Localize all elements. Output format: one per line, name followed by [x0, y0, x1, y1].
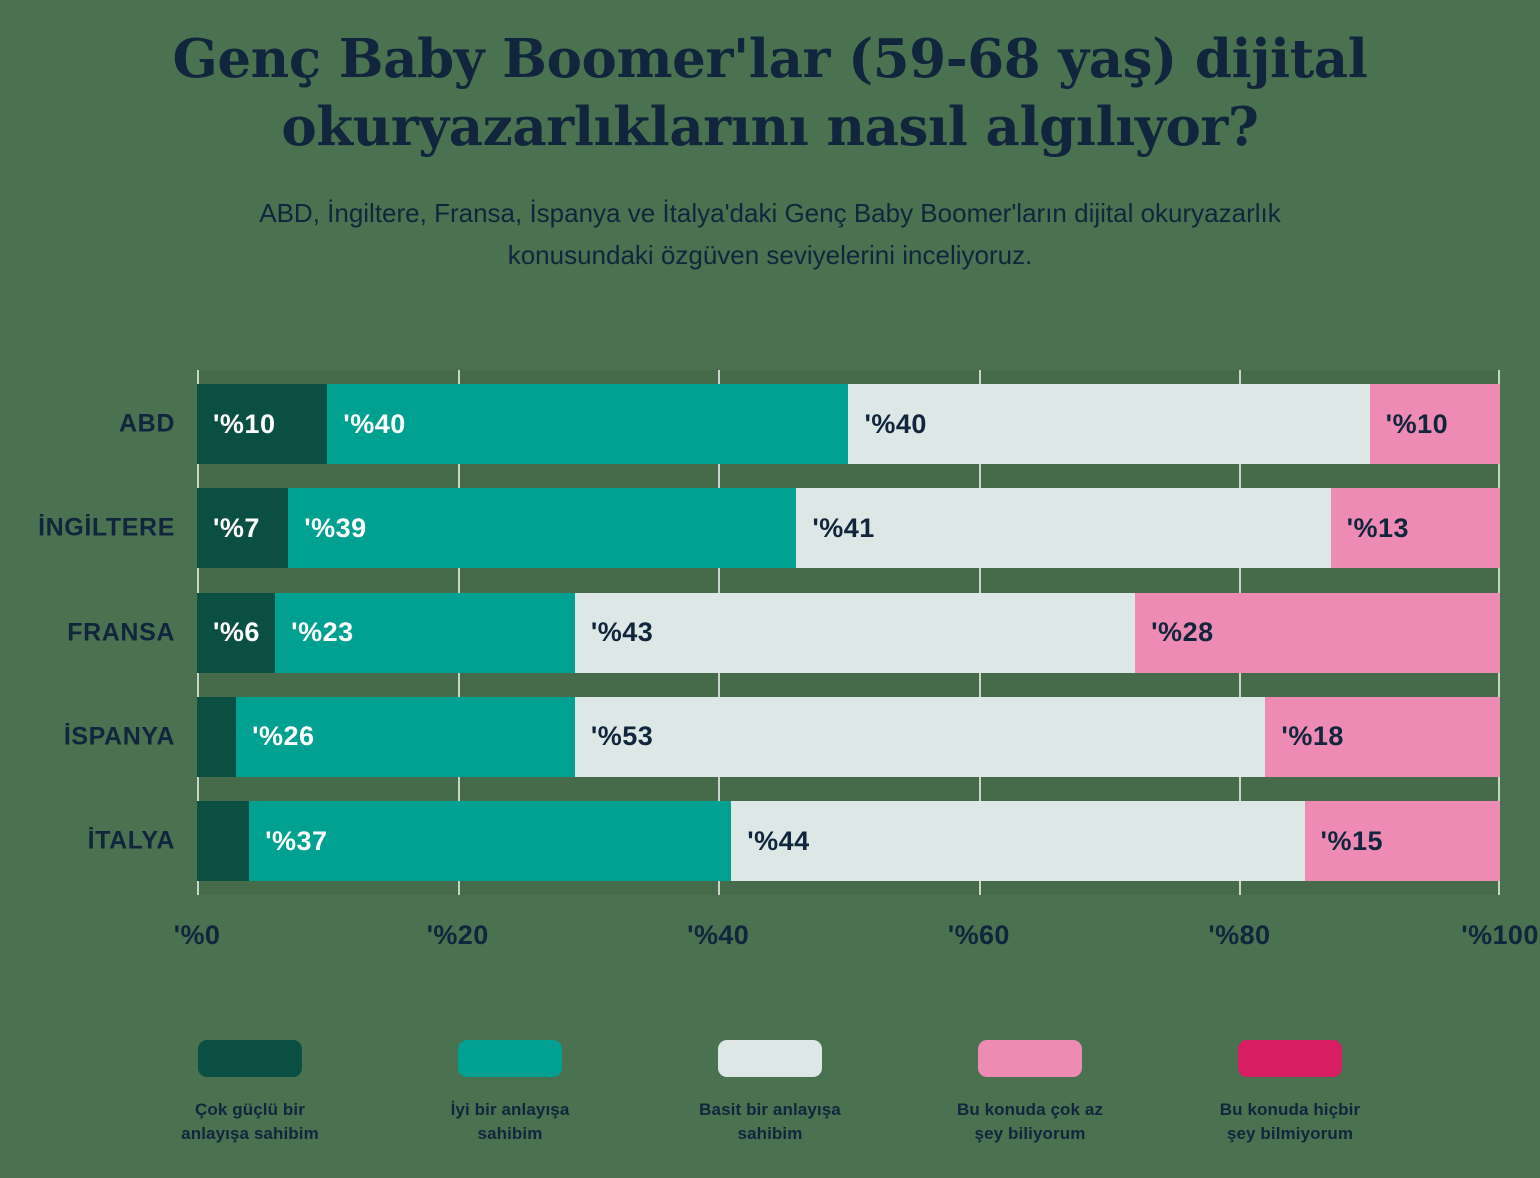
row-label-abd: ABD — [119, 409, 175, 438]
bar-segment[interactable]: '%53 — [574, 696, 1266, 777]
bar-row: İTALYA '%37 '%44 '%15 — [88, 801, 1500, 881]
bar-segment[interactable]: '%23 — [275, 592, 575, 673]
bar-segment-value: '%41 — [812, 512, 875, 543]
row-label-i̇spanya: İSPANYA — [63, 722, 175, 751]
legend-label: Basit bir anlayışa sahibim — [699, 1100, 841, 1144]
bar-segment[interactable]: '%10 — [1369, 384, 1500, 464]
bar-segment[interactable]: '%26 — [236, 696, 575, 777]
bar-segment-value: '%26 — [252, 721, 315, 752]
chart-subtitle: ABD, İngiltere, Fransa, İspanya ve İtaly… — [259, 197, 1281, 270]
bar-row: FRANSA '%6 '%23 '%43 '%28 — [67, 592, 1500, 673]
bar-segment[interactable] — [197, 696, 237, 777]
x-axis-tick: '%80 — [1208, 920, 1271, 950]
legend-swatch — [978, 1040, 1082, 1077]
bar-row: ABD '%10 '%40 '%40 '%10 — [119, 384, 1500, 464]
bar-segment[interactable]: '%40 — [848, 384, 1370, 464]
bar-segment-value: '%10 — [213, 408, 276, 439]
bar-segment[interactable]: '%44 — [731, 801, 1305, 881]
bar-segment-value: '%7 — [213, 512, 260, 543]
bar-segment[interactable] — [197, 801, 250, 881]
bar-segment-value: '%6 — [213, 617, 260, 647]
legend-item[interactable]: Çok güçlü bir anlayışa sahibim — [164, 1040, 336, 1146]
bar-segment[interactable]: '%37 — [249, 801, 732, 881]
row-label-i̇talya: İTALYA — [87, 826, 175, 855]
x-axis-tick: '%20 — [426, 920, 489, 950]
bar-segment-value: '%18 — [1281, 721, 1344, 752]
bar-segment[interactable]: '%40 — [327, 384, 849, 464]
legend-swatch — [198, 1040, 302, 1077]
bar-segment[interactable]: '%6 — [197, 592, 276, 673]
bar-segment[interactable]: '%10 — [197, 384, 328, 464]
bar-row: İSPANYA '%26 '%53 '%18 — [64, 696, 1500, 777]
bar-segment[interactable]: '%15 — [1304, 801, 1500, 881]
bar-segment-value: '%39 — [304, 512, 367, 543]
bar-segment-value: '%13 — [1346, 512, 1410, 543]
legend-label: Çok güçlü bir anlayışa sahibim — [181, 1100, 319, 1144]
bar-segment[interactable]: '%41 — [796, 488, 1331, 569]
bar-segment[interactable]: '%39 — [288, 488, 797, 569]
bar-segment-value: '%53 — [590, 721, 654, 752]
legend-swatch — [458, 1040, 562, 1077]
row-label-fransa: FRANSA — [67, 618, 175, 646]
page-title: Genç Baby Boomer'lar (59-68 yaş) dijital… — [172, 28, 1368, 158]
legend-label: Bu konuda hiçbir şey bilmiyorum — [1219, 1100, 1361, 1144]
bar-segment-value: '%43 — [590, 617, 654, 647]
legend-item[interactable]: Bu konuda hiçbir şey bilmiyorum — [1204, 1040, 1376, 1146]
bar-row: İNGİLTERE '%7 '%39 '%41 '%13 — [38, 488, 1500, 569]
plot-area: ABD '%10 '%40 '%40 '%10 İNGİLTERE '%7 '%39 '%41 '… — [38, 370, 1500, 895]
x-axis-tick: '%40 — [687, 920, 750, 950]
chart-header: Genç Baby Boomer'lar (59-68 yaş) dijital… — [0, 0, 1540, 276]
bar-segment[interactable]: '%18 — [1265, 696, 1500, 777]
bar-rows: ABD '%10 '%40 '%40 '%10 İNGİLTERE '%7 '%39 '%41 '… — [38, 370, 1500, 895]
chart-legend: Çok güçlü bir anlayışa sahibim İyi bir an… — [0, 1040, 1540, 1146]
legend-swatch — [718, 1040, 822, 1077]
bar-segment-value: '%28 — [1151, 617, 1214, 647]
bar-segment[interactable]: '%7 — [197, 488, 289, 569]
legend-item[interactable]: Basit bir anlayışa sahibim — [684, 1040, 856, 1146]
row-label-i̇ngi̇ltere: İNGİLTERE — [38, 513, 175, 542]
legend-item[interactable]: İyi bir anlayışa sahibim — [424, 1040, 596, 1146]
legend-label: İyi bir anlayışa sahibim — [450, 1100, 570, 1144]
legend-label: Bu konuda çok az şey biliyorum — [956, 1100, 1104, 1144]
x-axis-tick: '%0 — [173, 920, 221, 950]
x-axis: '%0 '%20 '%40 '%60 '%80 '%100 — [174, 920, 1539, 966]
bar-segment-value: '%10 — [1385, 408, 1449, 439]
bar-segment-value: '%15 — [1320, 825, 1383, 856]
bar-segment-value: '%23 — [291, 617, 354, 647]
x-axis-tick: '%100 — [1461, 920, 1539, 950]
bar-segment-value: '%40 — [864, 408, 927, 439]
bar-segment[interactable]: '%28 — [1135, 592, 1500, 673]
bar-segment-value: '%44 — [747, 825, 810, 856]
legend-swatch — [1238, 1040, 1342, 1077]
bar-segment[interactable]: '%43 — [574, 592, 1136, 673]
x-axis-tick: '%60 — [947, 920, 1010, 950]
bar-segment-value: '%40 — [343, 408, 406, 439]
bar-segment-value: '%37 — [265, 825, 328, 856]
legend-item[interactable]: Bu konuda çok az şey biliyorum — [944, 1040, 1116, 1146]
bar-segment[interactable]: '%13 — [1330, 488, 1500, 569]
